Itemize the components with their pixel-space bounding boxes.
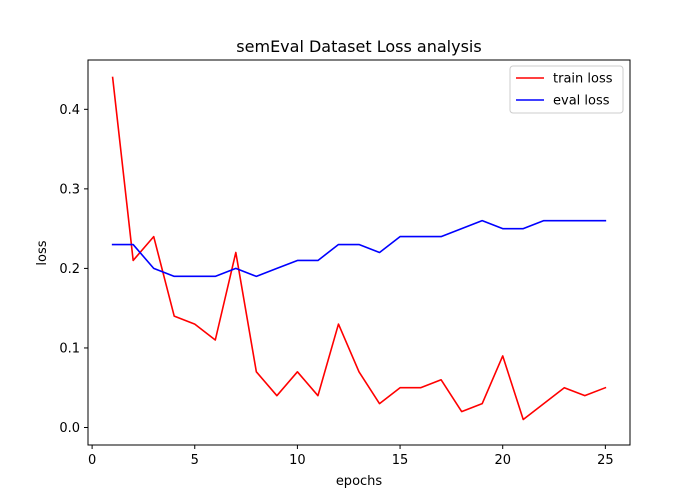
x-tick-label: 20: [494, 453, 511, 468]
x-tick-label: 25: [597, 453, 614, 468]
legend: train loss eval loss: [509, 65, 624, 114]
chart-title: semEval Dataset Loss analysis: [236, 37, 481, 56]
y-tick-label: 0.3: [59, 182, 80, 197]
x-tick-label: 5: [191, 453, 199, 468]
x-tick-label: 15: [392, 453, 409, 468]
x-axis-ticks: 0 5 10 15 20 25: [88, 445, 614, 468]
series-line-eval-loss: [111, 219, 607, 278]
y-axis-label: loss: [35, 240, 50, 265]
plot-area-frame: [87, 59, 631, 446]
y-tick-label: 0.1: [59, 341, 80, 356]
x-axis-label: epochs: [336, 474, 383, 489]
legend-label: eval loss: [553, 94, 610, 109]
series-line-train-loss: [111, 76, 607, 421]
y-axis-ticks: 0.0 0.1 0.2 0.3 0.4: [59, 103, 88, 436]
y-tick-label: 0.0: [59, 421, 80, 436]
y-tick-label: 0.4: [59, 103, 80, 118]
series-layer: [111, 76, 607, 421]
legend-label: train loss: [553, 72, 613, 87]
x-tick-label: 0: [88, 453, 96, 468]
x-tick-label: 10: [289, 453, 306, 468]
y-tick-label: 0.2: [59, 262, 80, 277]
